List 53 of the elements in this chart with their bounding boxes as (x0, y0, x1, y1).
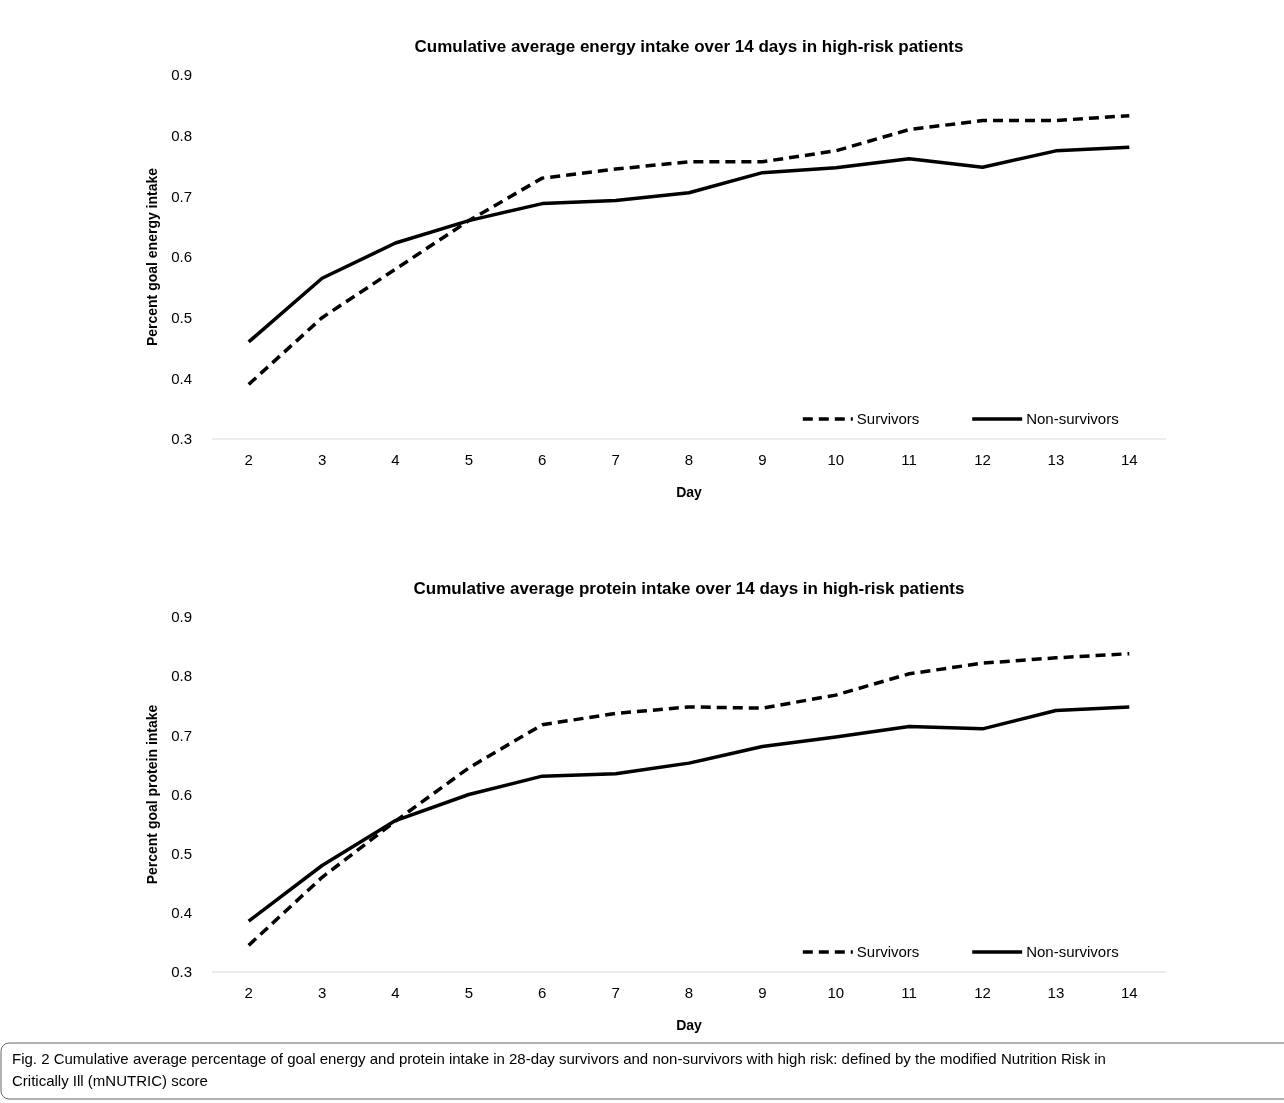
x-tick-label: 3 (317, 984, 327, 1001)
chart-title: Cumulative average protein intake over 14 days in high-risk patients (413, 579, 965, 598)
legend-label: Survivors (856, 943, 920, 961)
x-tick-label: 9 (758, 451, 767, 468)
x-tick-label: 4 (391, 451, 400, 468)
x-tick-label: 5 (464, 984, 474, 1001)
x-tick-label: 3 (317, 451, 327, 468)
y-tick-label: 0.7 (171, 726, 192, 744)
line-series (246, 651, 1132, 948)
y-tick-label: 0.6 (171, 785, 192, 803)
y-tick-label: 0.7 (171, 187, 192, 205)
y-tick-label: 0.4 (171, 369, 192, 387)
y-tick-label: 0.9 (171, 608, 192, 626)
legend-label: Non-survivors (1026, 410, 1119, 428)
y-tick-label: 0.4 (171, 904, 192, 922)
legend-label: Non-survivors (1026, 943, 1119, 961)
x-tick-label: 11 (901, 984, 917, 1001)
x-tick-label: 2 (244, 984, 253, 1001)
x-tick-label: 4 (391, 984, 400, 1001)
x-tick-label: 12 (974, 984, 991, 1001)
chart-title: Cumulative average energy intake over 14 days in high-risk patients (414, 37, 964, 56)
y-tick-label: 0.3 (171, 963, 192, 981)
x-tick-label: 13 (1047, 984, 1065, 1001)
y-tick-label: 0.5 (171, 844, 192, 862)
line-series (246, 113, 1132, 387)
y-tick-label: 0.8 (171, 126, 192, 144)
x-tick-label: 6 (538, 984, 547, 1001)
x-tick-label: 7 (611, 451, 620, 468)
x-tick-label: 6 (538, 451, 547, 468)
x-tick-label: 14 (1120, 451, 1138, 468)
x-axis-title: Day (676, 484, 703, 500)
x-tick-label: 10 (827, 984, 845, 1001)
x-tick-label: 12 (974, 451, 991, 468)
x-tick-label: 8 (684, 451, 694, 468)
x-tick-label: 9 (758, 984, 767, 1001)
y-tick-label: 0.6 (171, 248, 192, 266)
x-tick-label: 14 (1120, 984, 1138, 1001)
legend-label: Survivors (856, 410, 920, 428)
x-tick-label: 13 (1047, 451, 1065, 468)
x-axis-title: Day (676, 1017, 703, 1033)
x-tick-label: 8 (684, 984, 694, 1001)
caption: Fig. 2 Cumulative average percentage of goal energy and protein intake in 28-day survivors and non-survivors with high risk: defined by the modified Nutrition Risk in Critically Ill (mNUTRIC) score (12, 1050, 1106, 1089)
y-tick-label: 0.3 (171, 430, 192, 448)
x-tick-label: 10 (827, 451, 845, 468)
y-axis-title: Percent goal protein intake (144, 704, 160, 885)
y-tick-label: 0.9 (171, 66, 192, 84)
x-tick-label: 2 (244, 451, 253, 468)
x-tick-label: 11 (901, 451, 917, 468)
x-tick-label: 7 (611, 984, 620, 1001)
y-tick-label: 0.8 (171, 667, 192, 685)
y-axis-title: Percent goal energy intake (144, 167, 160, 347)
x-tick-label: 5 (464, 451, 474, 468)
y-tick-label: 0.5 (171, 308, 192, 326)
